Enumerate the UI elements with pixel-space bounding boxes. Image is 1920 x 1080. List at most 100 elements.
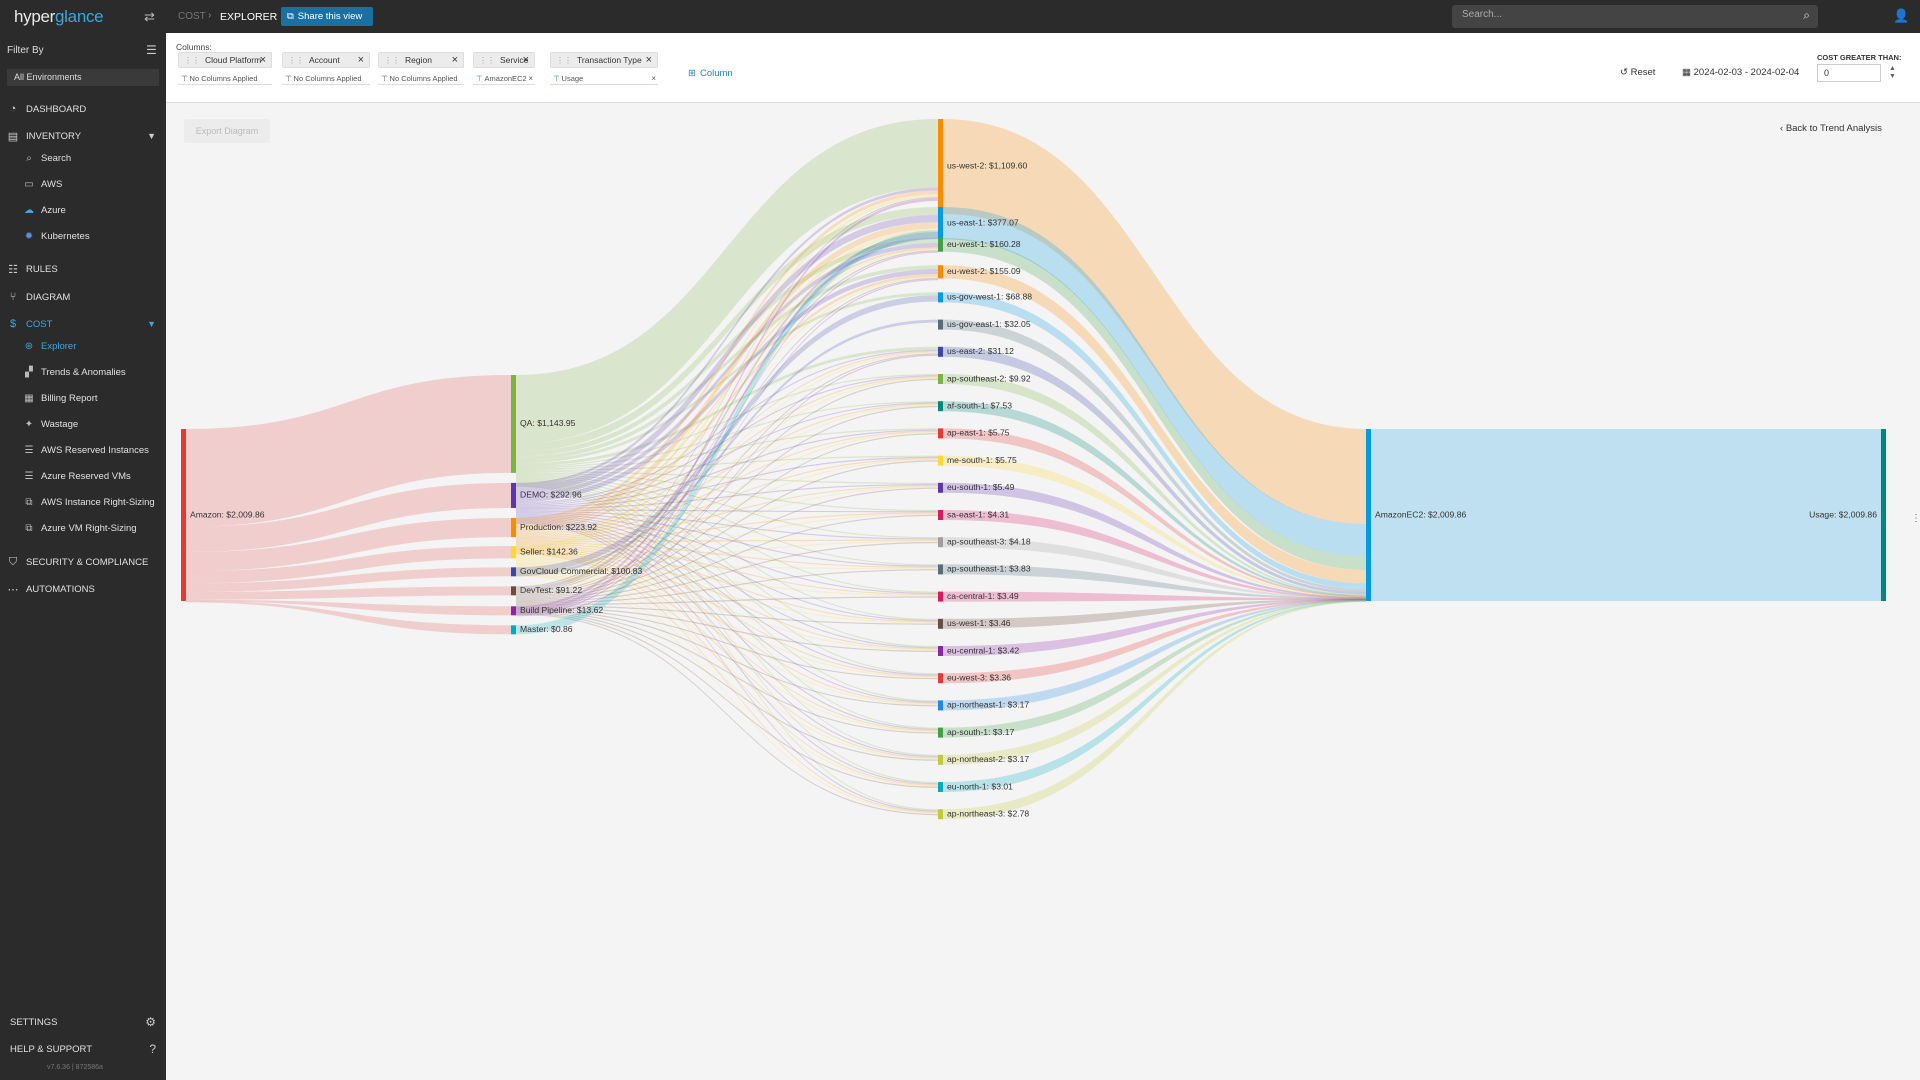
sankey-link-account-region[interactable] [516,265,938,461]
sankey-link-account-region[interactable] [516,455,938,472]
sankey-node-region[interactable] [938,700,943,711]
sankey-link-account-region[interactable] [516,292,938,464]
sankey-link-account-region[interactable] [516,477,938,620]
sankey-link-region-service[interactable] [943,265,1366,584]
sankey-link-account-region[interactable] [516,198,938,610]
nav-cost-billing[interactable]: ▦ Billing Report [0,387,166,409]
remove-column-icon[interactable]: × [259,54,266,66]
sankey-link-region-service[interactable] [943,319,1366,592]
sankey-node-region[interactable] [938,455,943,466]
sankey-link-account-region[interactable] [516,569,938,678]
sankey-link-account-region[interactable] [516,516,938,676]
sankey-link-account-region[interactable] [516,606,938,652]
sankey-link-account-region[interactable] [516,480,938,702]
sankey-link-account-region[interactable] [516,429,938,507]
sankey-link-account-region[interactable] [516,549,938,732]
sankey-link-account-region[interactable] [516,430,938,538]
sankey-link-account-region[interactable] [516,406,938,597]
column-chip-cloud-platform[interactable]: ⋮⋮ Cloud Platform × [178,52,272,68]
sankey-link-region-service[interactable] [943,600,1366,820]
sankey-link-account-region[interactable] [516,119,938,444]
sankey-link-account-region[interactable] [516,402,938,506]
sankey-link-account-region[interactable] [516,517,938,703]
nav-settings[interactable]: SETTINGS ⚙ [10,1015,156,1029]
sankey-node-transaction-type[interactable] [1881,429,1886,601]
nav-help[interactable]: HELP & SUPPORT? [10,1042,156,1056]
back-to-trend-analysis-link[interactable]: ‹ Back to Trend Analysis [1780,123,1882,134]
sankey-link-account-region[interactable] [516,520,938,758]
sankey-link-region-service[interactable] [943,599,1366,684]
sankey-link-region-service[interactable] [943,401,1366,597]
sankey-link-account-region[interactable] [516,428,938,470]
sankey-link-account-region[interactable] [516,571,938,733]
sankey-link-account-region[interactable] [516,354,938,617]
sankey-link-region-service[interactable] [943,482,1366,599]
sankey-node-account[interactable] [511,482,516,508]
resize-handle-icon[interactable]: ⋮ [1911,513,1920,524]
sankey-link-account-region[interactable] [516,474,938,566]
sankey-node-account[interactable] [511,375,516,473]
sankey-node-region[interactable] [938,346,943,357]
sankey-node-account[interactable] [511,625,516,635]
sankey-link-region-service[interactable] [943,599,1366,711]
drag-handle-icon[interactable]: ⋮⋮ [184,55,200,65]
environment-select[interactable]: All Environments [7,69,159,86]
sankey-node-region[interactable] [938,374,943,384]
sankey-link-account-region[interactable] [516,514,938,602]
nav-cost-explorer[interactable]: ⊛ Explorer [0,335,166,357]
nav-cost-azure-rightsizing[interactable]: ⧉ Azure VM Right-Sizing [0,517,166,539]
sankey-link-account-region[interactable] [516,401,938,469]
sankey-link-account-region[interactable] [516,565,938,597]
sankey-link-account-region[interactable] [516,518,938,730]
sankey-link-account-region[interactable] [516,251,938,614]
sankey-node-service[interactable] [1366,429,1371,601]
sankey-node-region[interactable] [938,618,943,629]
sankey-node-region[interactable] [938,646,943,656]
sankey-link-account-region[interactable] [516,483,938,756]
sankey-node-region[interactable] [938,510,943,520]
sankey-link-account-region[interactable] [516,566,938,624]
sankey-node-region[interactable] [938,727,943,738]
sankey-link-region-service[interactable] [943,238,1366,570]
sankey-link-account-region[interactable] [516,550,938,759]
sankey-link-region-service[interactable] [943,346,1366,595]
sankey-link-account-region[interactable] [516,319,938,577]
sankey-node-platform[interactable] [181,429,186,601]
sankey-link-account-region[interactable] [516,612,938,788]
reset-button[interactable]: ↺ Reset [1620,67,1656,78]
sankey-link-account-region[interactable] [516,190,938,522]
add-column-button[interactable]: ⊞ Column [688,68,733,79]
sankey-link-account-region[interactable] [516,238,938,457]
sankey-link-account-region[interactable] [516,611,938,761]
sankey-link-account-region[interactable] [516,187,938,486]
sankey-link-account-region[interactable] [516,197,938,588]
sankey-link-platform-account[interactable] [186,482,511,552]
sankey-link-account-region[interactable] [516,564,938,570]
sankey-link-account-region[interactable] [516,486,938,563]
sankey-link-account-region[interactable] [516,539,938,543]
sankey-link-region-service[interactable] [943,599,1366,656]
sankey-link-region-service[interactable] [943,564,1366,600]
sankey-link-account-region[interactable] [516,485,938,811]
breadcrumb-cost[interactable]: COST [178,11,206,22]
remove-column-icon[interactable]: × [451,54,458,66]
user-icon[interactable]: 👤 [1893,8,1910,23]
drag-handle-icon[interactable]: ⋮⋮ [384,55,400,65]
sankey-node-region[interactable] [938,809,943,820]
sankey-link-account-region[interactable] [516,433,938,598]
nav-diagram[interactable]: ⑂ DIAGRAM [0,286,166,308]
sankey-link-account-region[interactable] [516,228,938,553]
sankey-node-account[interactable] [511,606,516,616]
sankey-link-account-region[interactable] [516,514,938,622]
sankey-link-account-region[interactable] [516,613,938,816]
sankey-link-account-region[interactable] [516,460,938,600]
sankey-node-account[interactable] [511,586,516,596]
sankey-link-account-region[interactable] [516,544,938,623]
sankey-link-account-region[interactable] [516,471,938,484]
sankey-link-service-type[interactable] [1371,429,1881,601]
sankey-link-account-region[interactable] [516,570,938,706]
column-chip-transaction-type[interactable]: ⋮⋮ Transaction Type × [550,52,658,68]
sankey-link-account-region[interactable] [516,249,938,554]
sankey-link-account-region[interactable] [516,376,938,535]
nav-inventory[interactable]: ▤ INVENTORY ▼ [0,125,166,147]
